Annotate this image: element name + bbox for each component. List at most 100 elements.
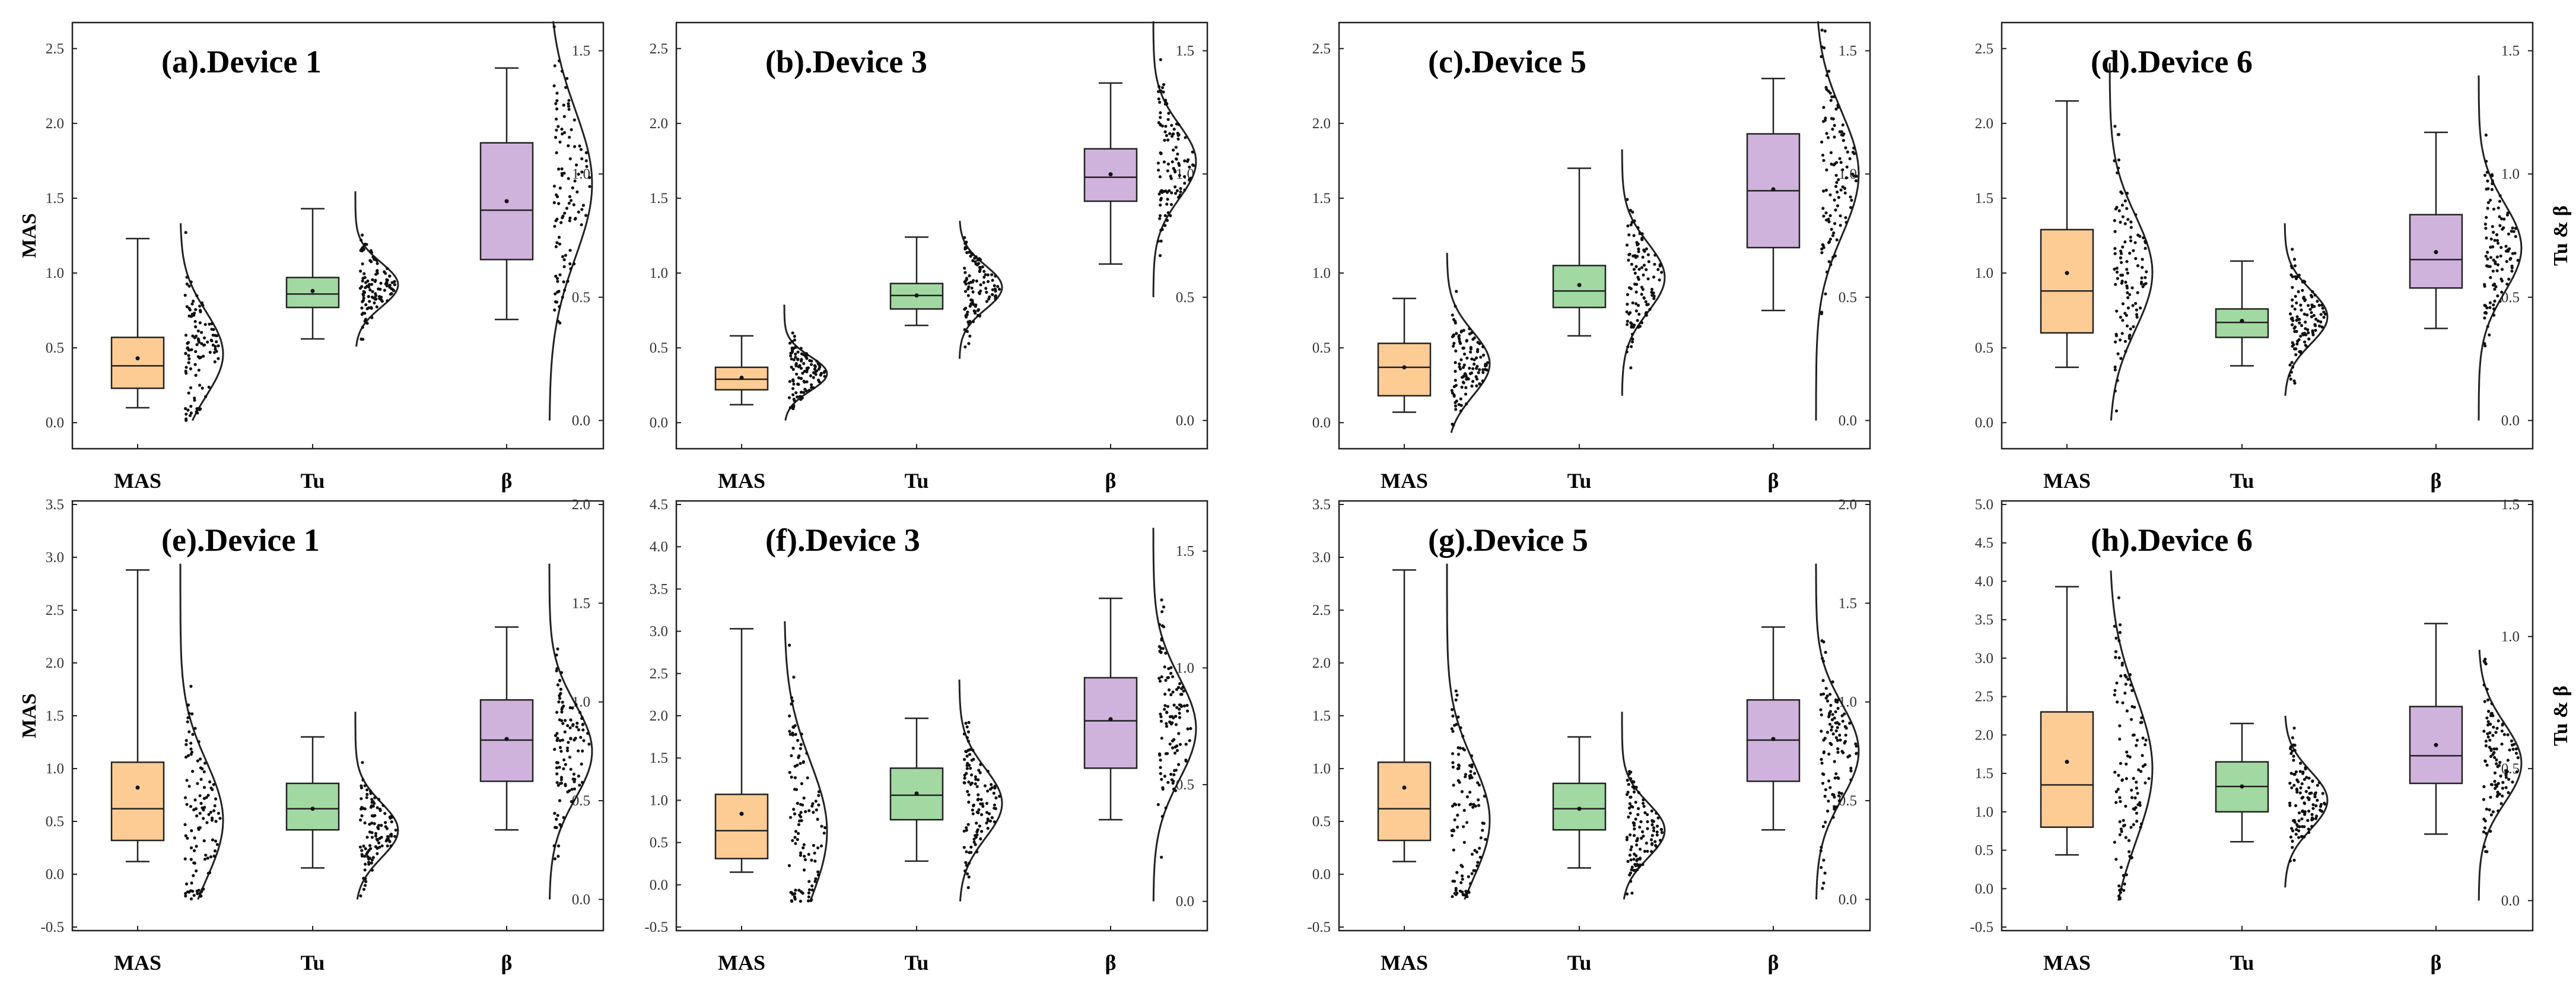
data-point — [214, 839, 217, 843]
data-point — [1169, 693, 1173, 697]
data-point — [1171, 160, 1174, 164]
data-point — [383, 812, 387, 815]
data-point — [214, 347, 217, 351]
data-point — [1834, 208, 1837, 212]
data-point — [1636, 255, 1639, 258]
data-point — [568, 216, 572, 220]
data-point — [1650, 809, 1653, 813]
category-label: β — [1105, 951, 1117, 975]
data-point — [2120, 332, 2124, 335]
data-point — [975, 833, 979, 837]
data-point — [185, 417, 188, 421]
data-point — [800, 352, 803, 356]
category-label: Tu — [905, 469, 929, 493]
data-point — [2493, 287, 2497, 291]
data-point — [2497, 782, 2500, 785]
data-point — [559, 750, 563, 753]
data-point — [1642, 805, 1646, 808]
data-point — [2296, 339, 2300, 343]
data-point — [964, 861, 968, 864]
data-point — [1629, 223, 1633, 227]
y-tick-label: 3.0 — [46, 550, 64, 566]
data-point — [359, 894, 362, 898]
data-point — [1189, 176, 1192, 180]
data-point — [2113, 840, 2116, 844]
data-point — [796, 837, 799, 842]
data-point — [816, 362, 820, 366]
data-point — [571, 706, 574, 710]
data-point — [361, 233, 364, 237]
y-tick-label: 2.5 — [650, 666, 668, 682]
data-point — [787, 396, 791, 399]
y-tick-label: 4.0 — [650, 539, 668, 555]
data-point — [207, 813, 211, 816]
data-point — [1451, 804, 1454, 808]
data-point — [2132, 776, 2135, 780]
data-point — [187, 391, 190, 395]
data-point — [2139, 306, 2142, 310]
data-point — [2508, 748, 2511, 752]
panel-title: (h).Device 6 — [2091, 522, 2253, 558]
data-point — [361, 778, 365, 782]
data-point — [202, 354, 205, 358]
data-point — [552, 84, 556, 88]
data-point — [1640, 321, 1643, 325]
data-point — [1821, 659, 1826, 663]
data-point — [801, 372, 804, 375]
data-point — [193, 398, 196, 402]
data-point — [1637, 250, 1640, 253]
data-point — [803, 855, 806, 858]
data-point — [984, 273, 987, 277]
data-point — [991, 278, 994, 282]
data-point — [185, 283, 189, 286]
data-point — [1453, 802, 1456, 806]
data-point — [1826, 731, 1829, 734]
data-point — [807, 895, 810, 899]
data-point — [1158, 100, 1162, 104]
data-point — [360, 797, 363, 801]
data-point — [555, 128, 558, 132]
data-point — [1821, 782, 1825, 785]
data-point — [557, 202, 561, 205]
data-point — [1157, 97, 1160, 101]
data-point — [979, 837, 982, 841]
data-point — [212, 809, 216, 813]
data-point — [2301, 825, 2304, 829]
data-point — [210, 339, 214, 342]
data-point — [2510, 264, 2514, 268]
distribution-tu — [354, 191, 399, 347]
data-point — [1467, 890, 1471, 894]
data-point — [562, 103, 565, 107]
data-point — [1163, 665, 1166, 669]
data-point — [2316, 783, 2319, 787]
data-point — [376, 826, 380, 829]
data-point — [563, 730, 567, 734]
data-point — [988, 819, 992, 823]
data-point — [2123, 339, 2127, 343]
data-point — [2145, 270, 2148, 274]
data-point — [1454, 379, 1457, 382]
data-point — [805, 380, 809, 383]
data-point — [1630, 845, 1633, 849]
data-point — [2498, 761, 2502, 764]
data-point — [555, 817, 558, 821]
data-point — [1628, 770, 1632, 773]
data-point — [1468, 882, 1473, 886]
data-point — [1160, 637, 1163, 640]
data-point — [1820, 866, 1823, 869]
data-point — [1469, 802, 1473, 806]
data-point — [588, 176, 591, 179]
data-point — [361, 279, 364, 283]
data-point — [1176, 137, 1180, 141]
data-point — [1159, 646, 1163, 650]
data-point — [1849, 766, 1853, 770]
data-point — [2489, 754, 2493, 759]
data-point — [194, 325, 198, 329]
data-point — [1653, 253, 1657, 257]
data-point — [1855, 752, 1858, 756]
data-point — [386, 266, 389, 270]
data-point — [2132, 733, 2136, 737]
data-point — [1626, 859, 1630, 863]
data-point — [560, 128, 564, 131]
data-point — [2506, 759, 2510, 762]
